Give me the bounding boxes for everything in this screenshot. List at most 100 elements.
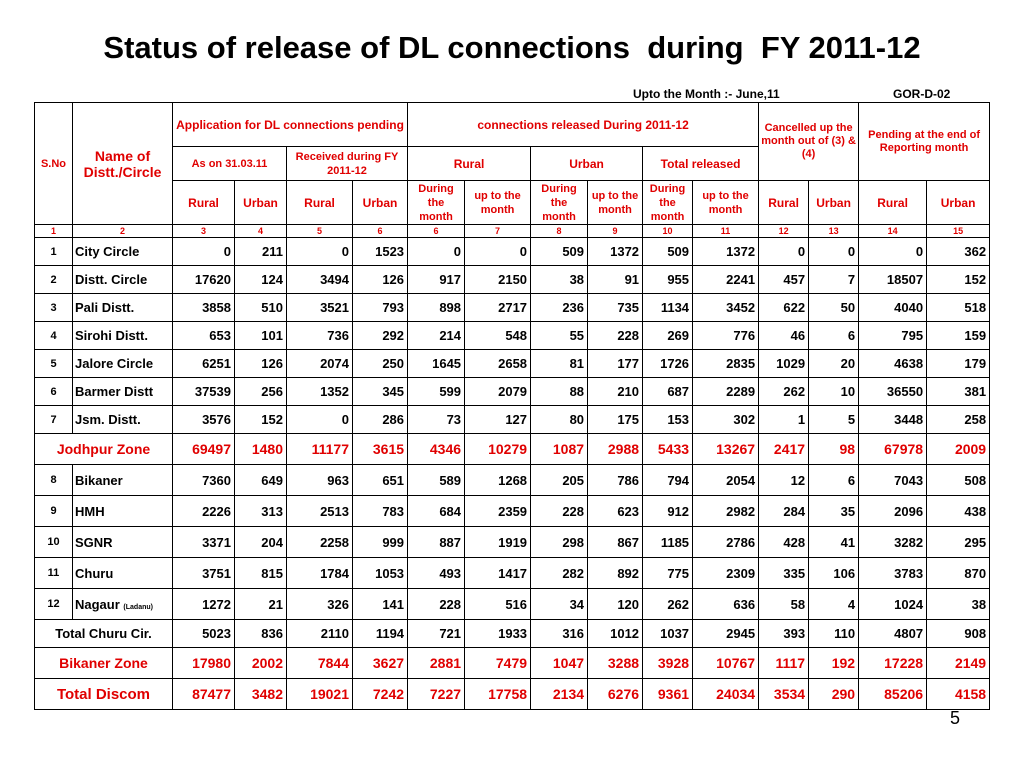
header-urban-during: During the month: [530, 180, 589, 225]
row-value: 2717: [464, 293, 532, 322]
row-value: 1134: [642, 293, 694, 322]
total-row-value: 69497: [172, 433, 235, 465]
row-value: 256: [234, 377, 287, 406]
column-index: 5: [286, 224, 353, 238]
table-row: 5 Jalore Circle 6251 126 2074 250 1645 2658 81 17…: [34, 349, 991, 378]
header-pending-end: Pending at the end of Reporting month: [858, 102, 991, 181]
total-row: Jodhpur Zone 69497 1480 11177 3615 4346 10279 1…: [34, 433, 991, 465]
row-value: 12: [758, 464, 810, 496]
row-name: Nagaur (Ladanu): [72, 588, 173, 620]
total-row-value: 3534: [758, 678, 810, 710]
row-value: 210: [587, 377, 644, 406]
total-row-value: 393: [758, 619, 810, 648]
row-value: 516: [464, 588, 532, 620]
row-value: 2150: [464, 265, 532, 294]
row-value: 510: [234, 293, 287, 322]
row-value: 58: [758, 588, 810, 620]
row-value: 1726: [642, 349, 694, 378]
row-value: 3452: [692, 293, 760, 322]
header-rural-upto: up to the month: [464, 180, 532, 225]
column-index: 12: [758, 224, 810, 238]
row-value: 141: [351, 588, 409, 620]
row-value: 2226: [172, 495, 235, 527]
total-row-value: 2009: [926, 433, 991, 465]
row-name: Barmer Distt: [72, 377, 173, 406]
row-sno: 10: [34, 526, 73, 558]
row-value: 4: [808, 588, 860, 620]
row-value: 783: [351, 495, 409, 527]
row-value: 1919: [464, 526, 532, 558]
row-value: 381: [926, 377, 991, 406]
row-value: 999: [351, 526, 409, 558]
row-value: 4638: [858, 349, 928, 378]
row-sno: 6: [34, 377, 73, 406]
row-value: 963: [286, 464, 353, 496]
row-value: 509: [642, 237, 694, 266]
total-row-value: 7227: [407, 678, 466, 710]
total-row-name: Total Churu Cir.: [34, 619, 173, 648]
row-value: 457: [758, 265, 810, 294]
row-value: 88: [530, 377, 589, 406]
total-row-value: 7479: [464, 647, 532, 679]
total-row: Total Discom 87477 3482 19021 7242 7227 17758 2…: [34, 678, 991, 710]
row-value: 236: [530, 293, 589, 322]
header-received-rural: Rural: [286, 180, 353, 225]
column-index: 8: [530, 224, 589, 238]
row-value: 653: [172, 321, 235, 350]
total-row-value: 316: [530, 619, 589, 648]
total-row-value: 1037: [642, 619, 694, 648]
row-value: 34: [530, 588, 589, 620]
header-released: connections released During 2011-12: [407, 102, 760, 147]
table-row: 1 City Circle 0 211 0 1523 0 0 509 1372 509 1372 0 0 0…: [34, 237, 991, 266]
row-name: City Circle: [72, 237, 173, 266]
row-value: 6: [808, 321, 860, 350]
total-row-value: 3288: [587, 647, 644, 679]
total-row-value: 17980: [172, 647, 235, 679]
row-value: 214: [407, 321, 466, 350]
total-row-value: 98: [808, 433, 860, 465]
row-value: 326: [286, 588, 353, 620]
row-value: 10: [808, 377, 860, 406]
total-row-value: 10767: [692, 647, 760, 679]
total-row-value: 2149: [926, 647, 991, 679]
row-value: 1352: [286, 377, 353, 406]
row-value: 3783: [858, 557, 928, 589]
row-value: 735: [587, 293, 644, 322]
total-row-value: 67978: [858, 433, 928, 465]
row-value: 684: [407, 495, 466, 527]
row-value: 509: [530, 237, 589, 266]
row-value: 867: [587, 526, 644, 558]
row-value: 0: [858, 237, 928, 266]
row-value: 205: [530, 464, 589, 496]
row-value: 362: [926, 237, 991, 266]
row-value: 1185: [642, 526, 694, 558]
row-value: 428: [758, 526, 810, 558]
row-value: 1372: [587, 237, 644, 266]
column-index: 4: [234, 224, 287, 238]
table-row: 11 Churu 3751 815 1784 1053 493 1417 282 892 775 23…: [34, 557, 991, 589]
row-value: 262: [642, 588, 694, 620]
total-row: Total Churu Cir. 5023 836 2110 1194 721 1933 31…: [34, 619, 991, 648]
row-value: 250: [351, 349, 409, 378]
table-row: 3 Pali Distt. 3858 510 3521 793 898 2717 236 735 1…: [34, 293, 991, 322]
column-index: 2: [72, 224, 173, 238]
total-row-value: 192: [808, 647, 860, 679]
row-value: 3751: [172, 557, 235, 589]
total-row: Bikaner Zone 17980 2002 7844 3627 2881 7479 104…: [34, 647, 991, 679]
row-value: 292: [351, 321, 409, 350]
table-row: 6 Barmer Distt 37539 256 1352 345 599 2079 88 210…: [34, 377, 991, 406]
total-row-value: 7844: [286, 647, 353, 679]
row-value: 0: [808, 237, 860, 266]
column-index: 13: [808, 224, 860, 238]
total-row-value: 836: [234, 619, 287, 648]
total-row-value: 3928: [642, 647, 694, 679]
row-value: 955: [642, 265, 694, 294]
header-as-on: As on 31.03.11: [172, 146, 287, 181]
total-row-value: 3482: [234, 678, 287, 710]
row-value: 3521: [286, 293, 353, 322]
column-index: 10: [642, 224, 694, 238]
row-value: 1372: [692, 237, 760, 266]
row-value: 228: [530, 495, 589, 527]
row-value: 286: [351, 405, 409, 434]
row-name-text: Nagaur: [75, 596, 120, 612]
